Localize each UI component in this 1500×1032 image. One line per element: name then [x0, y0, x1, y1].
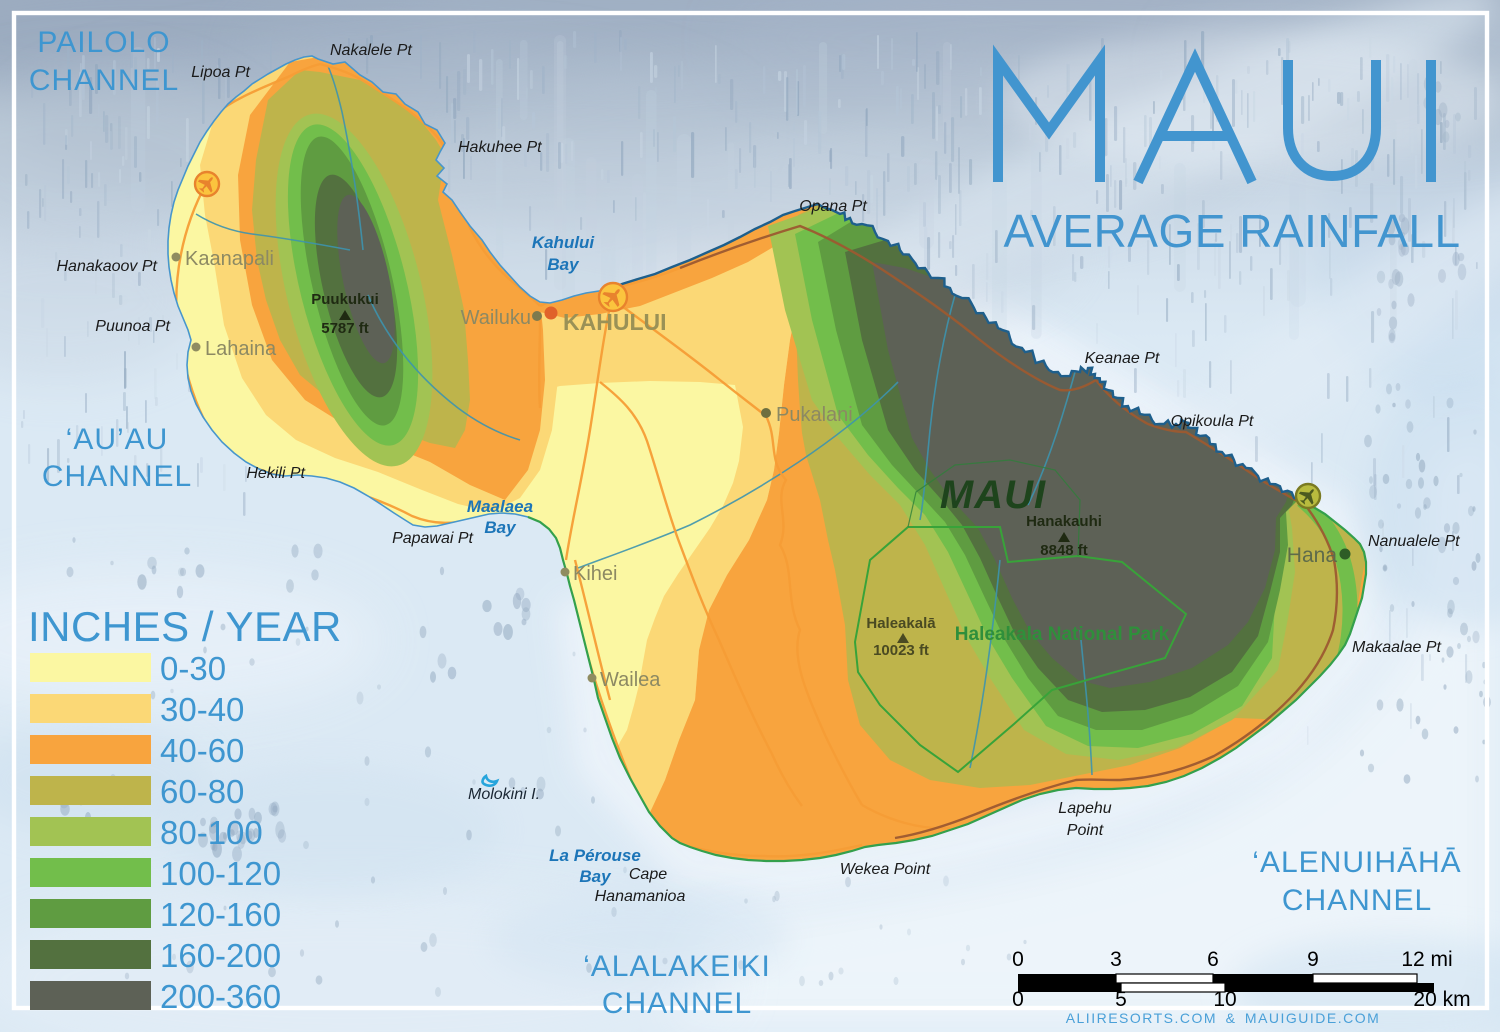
svg-text:Kaanapali: Kaanapali [185, 248, 274, 270]
svg-text:Kihei: Kihei [573, 563, 617, 585]
svg-text:INCHES / YEAR: INCHES / YEAR [28, 603, 342, 650]
svg-text:Hana: Hana [1287, 544, 1338, 567]
svg-text:10: 10 [1213, 988, 1236, 1011]
svg-text:80-100: 80-100 [160, 814, 263, 851]
svg-text:Lapehu: Lapehu [1058, 800, 1111, 817]
svg-text:Lahaina: Lahaina [205, 338, 277, 360]
svg-text:3: 3 [1110, 948, 1122, 971]
svg-text:40-60: 40-60 [160, 732, 244, 769]
svg-text:Opikoula Pt: Opikoula Pt [1171, 413, 1254, 430]
svg-text:MAUI: MAUI [940, 473, 1046, 517]
svg-text:‘ALENUIHĀHĀ: ‘ALENUIHĀHĀ [1252, 846, 1461, 879]
svg-text:Wekea Point: Wekea Point [840, 861, 931, 878]
svg-text:Papawai Pt: Papawai Pt [392, 530, 473, 547]
svg-text:Hanamanioa: Hanamanioa [595, 888, 686, 905]
svg-text:8848 ft: 8848 ft [1040, 542, 1088, 559]
svg-text:60-80: 60-80 [160, 773, 244, 810]
svg-text:CHANNEL: CHANNEL [1282, 884, 1432, 917]
svg-text:La Pérouse: La Pérouse [549, 846, 641, 865]
svg-text:12 mi: 12 mi [1401, 948, 1452, 971]
svg-text:Nakalele Pt: Nakalele Pt [330, 42, 412, 59]
svg-text:Opana Pt: Opana Pt [799, 198, 867, 215]
svg-text:Bay: Bay [547, 255, 580, 274]
svg-text:KAHULUI: KAHULUI [563, 309, 667, 335]
svg-text:AVERAGE RAINFALL: AVERAGE RAINFALL [1003, 205, 1460, 257]
svg-text:Haleakalā: Haleakalā [866, 615, 936, 632]
svg-text:30-40: 30-40 [160, 691, 244, 728]
svg-text:ALIIRESORTS.COM & MAUIGUIDE.CO: ALIIRESORTS.COM & MAUIGUIDE.COM [1066, 1010, 1381, 1026]
svg-text:Haleakala National Park: Haleakala National Park [955, 624, 1170, 645]
svg-text:Makaalae Pt: Makaalae Pt [1352, 639, 1441, 656]
svg-text:Nanualele Pt: Nanualele Pt [1368, 533, 1460, 550]
svg-text:‘ALALAKEIKI: ‘ALALAKEIKI [583, 950, 771, 983]
svg-text:Wailuku: Wailuku [461, 307, 531, 329]
svg-text:Cape: Cape [629, 866, 667, 883]
svg-text:Puukukui: Puukukui [311, 291, 379, 308]
svg-text:Point: Point [1067, 822, 1104, 839]
svg-text:Pukalani: Pukalani [776, 404, 853, 426]
svg-text:Molokini I.: Molokini I. [468, 786, 540, 803]
svg-text:Hanakauhi: Hanakauhi [1026, 513, 1102, 530]
svg-text:120-160: 120-160 [160, 896, 281, 933]
svg-text:CHANNEL: CHANNEL [42, 460, 192, 493]
svg-text:6: 6 [1207, 948, 1219, 971]
svg-text:100-120: 100-120 [160, 855, 281, 892]
svg-text:9: 9 [1307, 948, 1319, 971]
svg-text:Bay: Bay [484, 518, 517, 537]
svg-text:Bay: Bay [579, 867, 612, 886]
svg-text:Hanakaoov Pt: Hanakaoov Pt [56, 258, 157, 275]
svg-text:20 km: 20 km [1413, 988, 1470, 1011]
svg-text:10023 ft: 10023 ft [873, 642, 929, 659]
svg-text:CHANNEL: CHANNEL [29, 64, 179, 97]
svg-text:160-200: 160-200 [160, 937, 281, 974]
svg-text:Lipoa Pt: Lipoa Pt [191, 64, 250, 81]
svg-text:‘AU’AU: ‘AU’AU [66, 423, 169, 456]
svg-text:200-360: 200-360 [160, 978, 281, 1015]
svg-text:5: 5 [1115, 988, 1127, 1011]
svg-text:Keanae Pt: Keanae Pt [1085, 350, 1160, 367]
svg-text:0: 0 [1012, 948, 1024, 971]
svg-text:0: 0 [1012, 988, 1024, 1011]
svg-text:Hekili Pt: Hekili Pt [246, 465, 305, 482]
svg-text:Kahului: Kahului [532, 233, 596, 252]
svg-text:PAILOLO: PAILOLO [37, 26, 170, 59]
svg-text:5787 ft: 5787 ft [321, 320, 369, 337]
svg-text:Hakuhee Pt: Hakuhee Pt [458, 139, 542, 156]
svg-text:Wailea: Wailea [600, 669, 661, 691]
svg-text:Maalaea: Maalaea [467, 497, 533, 516]
svg-text:0-30: 0-30 [160, 650, 226, 687]
svg-text:Puunoa Pt: Puunoa Pt [95, 318, 170, 335]
svg-text:CHANNEL: CHANNEL [602, 987, 752, 1020]
